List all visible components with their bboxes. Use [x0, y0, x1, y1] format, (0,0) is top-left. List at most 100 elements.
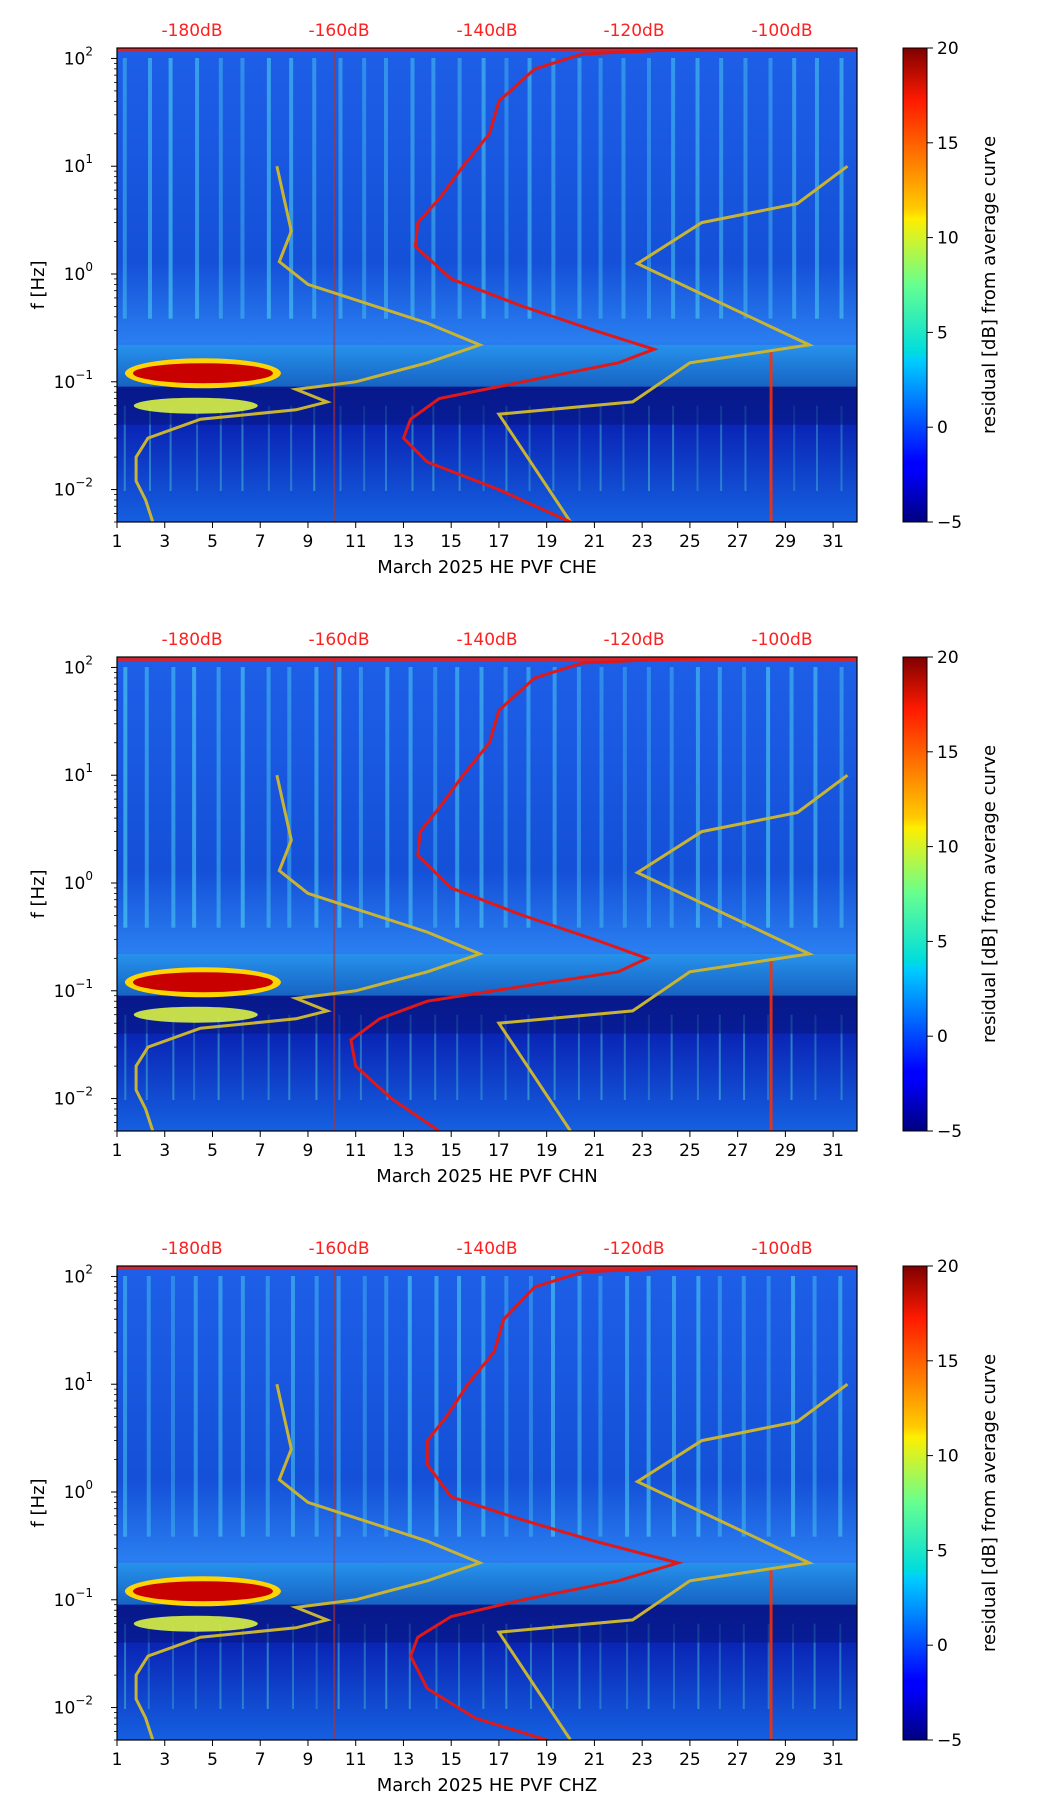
day-streak-low — [124, 1014, 127, 1101]
day-streak-low — [169, 405, 172, 492]
day-streak-low — [670, 1014, 673, 1101]
y-tick-label: 100 — [64, 869, 93, 894]
colorbar-tick-label: −5 — [937, 1731, 962, 1751]
storm-blob-core — [132, 1581, 273, 1602]
storm-blob-secondary — [133, 1006, 258, 1023]
day-streak — [218, 58, 223, 319]
day-streak — [434, 1276, 439, 1537]
day-streak — [671, 58, 676, 319]
colorbar-tick-label: 0 — [937, 418, 948, 438]
day-streak — [240, 1276, 245, 1537]
colorbar-tick-label: 5 — [937, 932, 948, 952]
transient-line — [769, 1567, 773, 1740]
day-streak-low — [482, 405, 485, 492]
day-streak — [144, 667, 149, 928]
top-db-label: -160dB — [308, 1239, 369, 1259]
colorbar-tick-label: 20 — [937, 648, 959, 668]
colorbar — [902, 656, 928, 1132]
nyquist-edge — [117, 657, 857, 661]
colorbar-tick-label: 10 — [937, 229, 959, 249]
x-tick-label: 25 — [679, 532, 701, 552]
day-streak-low — [194, 1623, 197, 1710]
day-streak — [719, 58, 724, 319]
spectrogram-background — [117, 48, 857, 522]
day-streak — [384, 58, 389, 319]
day-streak — [789, 667, 794, 928]
day-streak-low — [386, 1014, 389, 1101]
x-tick-label: 21 — [584, 1141, 606, 1161]
day-streak-low — [363, 405, 366, 492]
x-tick-label: 7 — [255, 1141, 266, 1161]
spectrogram-background — [117, 657, 857, 1131]
x-tick-label: 1 — [112, 532, 123, 552]
plot-frame — [116, 47, 858, 523]
y-axis-label: f [Hz] — [28, 1478, 49, 1527]
top-db-label: -140dB — [456, 630, 517, 650]
day-streak — [791, 1276, 796, 1537]
day-streak-low — [767, 1014, 770, 1101]
x-tick-label: 9 — [303, 1141, 314, 1161]
top-db-label: -140dB — [456, 21, 517, 41]
day-streak-low — [241, 1623, 244, 1710]
x-tick-label: 3 — [159, 532, 170, 552]
day-streak — [216, 667, 221, 928]
day-streak-low — [814, 1014, 817, 1101]
day-streak-low — [315, 1014, 318, 1101]
x-tick-label: 5 — [207, 1141, 218, 1161]
day-streak-low — [672, 405, 675, 492]
day-streak — [504, 58, 509, 319]
x-tick-label: 27 — [727, 1141, 749, 1161]
day-streak-low — [528, 405, 531, 492]
day-streak-low — [743, 1014, 746, 1101]
day-streak-low — [553, 1014, 556, 1101]
day-streak — [431, 58, 436, 319]
colorbar-tick-label: 15 — [937, 134, 959, 154]
day-streak — [312, 58, 317, 319]
day-streak — [528, 1276, 533, 1537]
y-tick-label: 102 — [64, 1262, 93, 1287]
day-streak — [766, 667, 771, 928]
day-streak — [503, 667, 508, 928]
top-db-label: -100dB — [751, 1239, 812, 1259]
high-noise-model-line — [496, 773, 849, 1131]
day-streak-low — [647, 1014, 650, 1101]
day-streak — [362, 1276, 367, 1537]
day-streak-low — [458, 1623, 461, 1710]
top-db-label: -100dB — [751, 630, 812, 650]
top-db-label: -180dB — [161, 1239, 222, 1259]
y-tick-label: 102 — [64, 44, 93, 69]
x-axis-label: March 2025 HE PVF CHE — [377, 557, 596, 578]
high-noise-model-line — [496, 164, 849, 522]
day-streak — [625, 1276, 630, 1537]
day-streak — [195, 58, 200, 319]
x-tick-label: 17 — [488, 1750, 510, 1770]
top-db-label: -120dB — [603, 21, 664, 41]
day-streak-low — [193, 1014, 196, 1101]
day-streak-low — [578, 1623, 581, 1710]
top-db-label: -140dB — [456, 1239, 517, 1259]
y-tick-label: 10−2 — [54, 1694, 93, 1719]
day-streak-low — [696, 1014, 699, 1101]
day-streak — [527, 58, 532, 319]
day-streak — [265, 1276, 270, 1537]
day-streak-low — [505, 1623, 508, 1710]
x-tick-label: 31 — [822, 532, 844, 552]
nyquist-edge — [117, 48, 857, 52]
day-streak — [457, 58, 462, 319]
mean-psd-curve — [408, 1266, 846, 1740]
colorbar-tick-label: −5 — [937, 1122, 962, 1142]
colorbar-tick-label: 20 — [937, 39, 959, 59]
day-streak-low — [291, 1623, 294, 1710]
day-streak — [812, 1276, 817, 1537]
day-streak-low — [551, 1623, 554, 1710]
day-streak — [577, 58, 582, 319]
day-streak-low — [578, 405, 581, 492]
top-db-label: -160dB — [308, 21, 369, 41]
day-streak — [337, 667, 342, 928]
y-tick-label: 10−2 — [54, 1085, 93, 1110]
day-streak-low — [718, 1623, 721, 1710]
x-tick-label: 31 — [822, 1141, 844, 1161]
day-streak — [598, 1276, 603, 1537]
day-streak-low — [840, 405, 843, 492]
